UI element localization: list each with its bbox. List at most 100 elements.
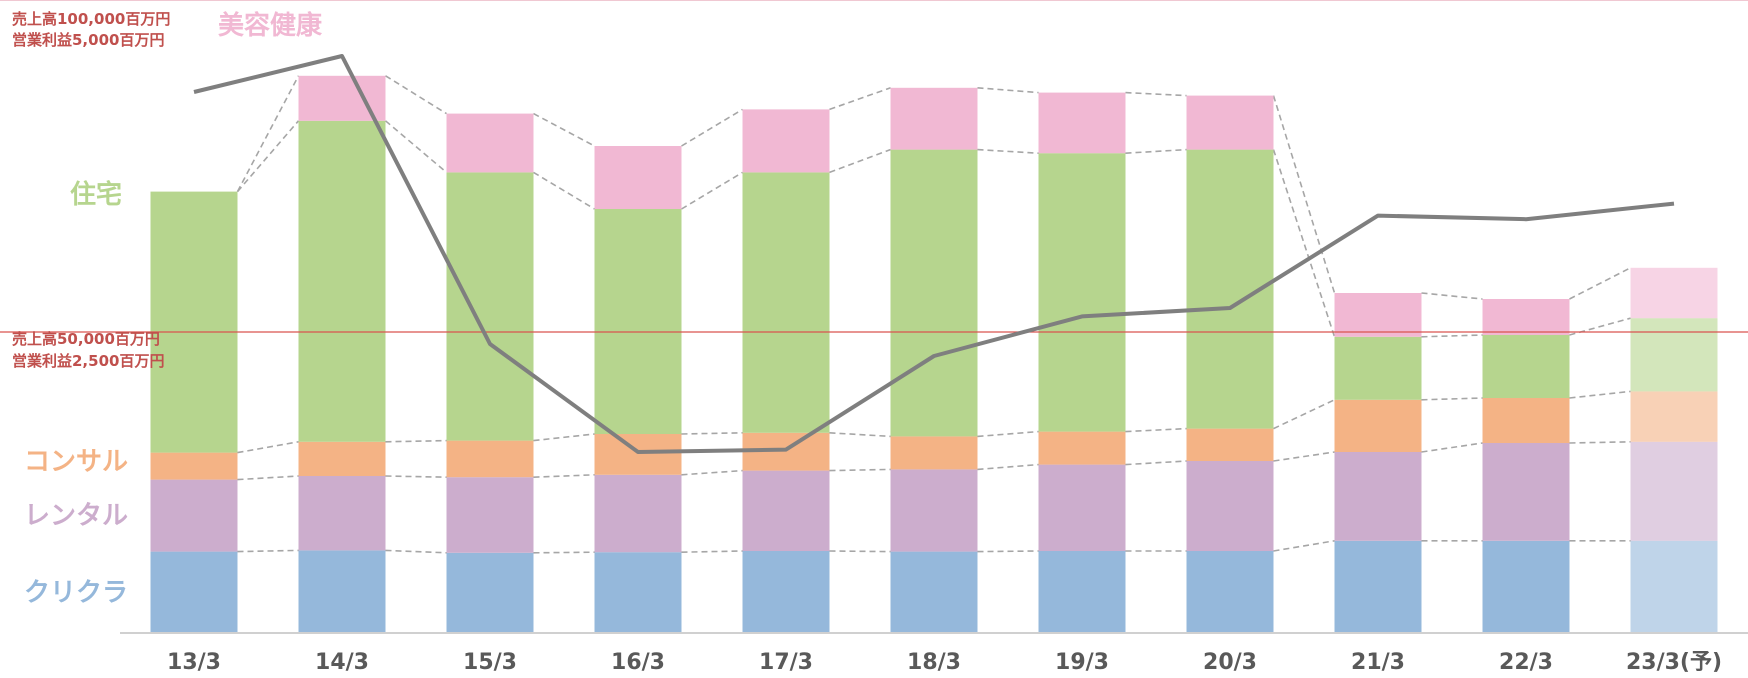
operating-profit-line xyxy=(193,54,1675,454)
bar-segment-0-9 xyxy=(1482,540,1570,632)
bar-segment-4-2 xyxy=(446,113,534,173)
bar-segment-4-9 xyxy=(1482,299,1570,335)
bar-segment-2-1 xyxy=(298,441,386,476)
connector-2-5 xyxy=(977,430,1039,438)
bar-segment-4-5 xyxy=(890,87,978,150)
bar-segment-2-2 xyxy=(446,440,534,478)
bar-stacks xyxy=(150,75,1718,632)
bar-segment-0-0 xyxy=(150,551,238,632)
connector-0-0 xyxy=(237,549,299,553)
bar-segment-1-5 xyxy=(890,469,978,552)
connector-3-7 xyxy=(1272,149,1336,338)
bar-segment-0-4 xyxy=(742,551,830,632)
x-tick-label-9: 22/3 xyxy=(1499,650,1553,675)
bar-segment-1-1 xyxy=(298,476,386,551)
segment-label-1: レンタル xyxy=(24,501,128,531)
x-tick-label-7: 20/3 xyxy=(1203,650,1257,675)
connector-0-2 xyxy=(533,551,595,554)
segment-label-4: 美容健康 xyxy=(218,10,323,41)
bar-segment-2-3 xyxy=(594,434,682,475)
x-tick-label-10: 23/3(予) xyxy=(1626,650,1722,675)
bar-segment-4-4 xyxy=(742,109,830,173)
bar-segment-0-8 xyxy=(1334,540,1422,632)
connector-1-9 xyxy=(1569,441,1631,444)
bar-segment-3-0 xyxy=(150,191,238,453)
segment-labels: クリクラ レンタル コンサル 住宅 美容健康 xyxy=(24,10,323,608)
ref-label-mid-profit: 営業利益2,500百万円 xyxy=(12,352,164,370)
x-axis-ticks: 13/3 14/3 15/3 16/3 17/3 18/3 19/3 20/3 21/3 22/3… xyxy=(167,650,1722,675)
connector-2-0 xyxy=(237,441,299,454)
connector-1-4 xyxy=(829,468,891,472)
connector-0-7 xyxy=(1273,540,1335,552)
bar-segment-1-4 xyxy=(742,470,830,551)
connector-1-0 xyxy=(237,475,299,481)
x-tick-label-4: 17/3 xyxy=(759,650,813,675)
bar-segment-1-2 xyxy=(446,477,534,553)
bar-segment-1-9 xyxy=(1482,443,1570,541)
connector-1-3 xyxy=(681,469,743,476)
connector-2-9 xyxy=(1569,390,1631,399)
bar-segment-3-3 xyxy=(594,209,682,434)
connector-4-4 xyxy=(829,87,891,111)
segment-label-3: 住宅 xyxy=(70,179,122,210)
connector-3-8 xyxy=(1421,334,1483,338)
bar-segment-2-10 xyxy=(1630,391,1718,442)
bar-segment-4-6 xyxy=(1038,92,1126,154)
connector-4-7 xyxy=(1272,95,1336,294)
bar-segment-0-6 xyxy=(1038,551,1126,632)
connector-4-8 xyxy=(1421,292,1483,300)
ref-label-mid-sales: 売上高50,000百万円 xyxy=(12,330,160,348)
connector-2-4 xyxy=(829,432,891,438)
segment-label-0: クリクラ xyxy=(24,578,128,608)
bar-segment-1-3 xyxy=(594,474,682,553)
connector-2-3 xyxy=(681,432,743,435)
connector-2-7 xyxy=(1273,399,1335,430)
bar-segment-0-7 xyxy=(1186,551,1274,632)
connector-0-5 xyxy=(977,550,1039,553)
connector-0-3 xyxy=(681,550,743,553)
connector-4-6 xyxy=(1125,91,1187,97)
connector-2-2 xyxy=(533,433,595,442)
connector-2-1 xyxy=(385,439,447,443)
bar-segment-3-5 xyxy=(890,149,978,437)
connector-1-8 xyxy=(1421,442,1483,453)
x-tick-label-2: 15/3 xyxy=(463,650,517,675)
bar-segment-2-9 xyxy=(1482,398,1570,443)
bar-segment-4-10 xyxy=(1630,267,1718,319)
bar-segment-3-9 xyxy=(1482,335,1570,398)
bar-segment-0-3 xyxy=(594,552,682,632)
bar-segment-2-8 xyxy=(1334,399,1422,452)
connector-1-1 xyxy=(385,475,447,478)
connector-1-6 xyxy=(1125,460,1187,466)
connector-3-2 xyxy=(533,171,595,210)
connector-3-3 xyxy=(681,171,743,210)
connector-1-2 xyxy=(533,474,595,478)
bar-segment-3-2 xyxy=(446,172,534,441)
bar-segment-0-2 xyxy=(446,552,534,632)
bar-segment-1-8 xyxy=(1334,452,1422,541)
bar-segment-3-10 xyxy=(1630,318,1718,392)
connector-3-0 xyxy=(236,120,300,193)
connector-0-1 xyxy=(385,549,447,554)
bar-segment-4-7 xyxy=(1186,95,1274,150)
connector-1-7 xyxy=(1273,451,1335,462)
connector-0-4 xyxy=(829,550,891,553)
bar-segment-1-6 xyxy=(1038,464,1126,551)
bar-segment-1-7 xyxy=(1186,461,1274,551)
connector-4-0 xyxy=(236,75,300,192)
connector-4-3 xyxy=(681,108,743,147)
bar-segment-3-6 xyxy=(1038,153,1126,432)
connector-3-6 xyxy=(1125,148,1187,154)
connector-lines xyxy=(236,75,1631,554)
bar-segment-1-0 xyxy=(150,479,238,552)
bar-segment-0-1 xyxy=(298,550,386,632)
ref-label-top-sales: 売上高100,000百万円 xyxy=(12,10,170,28)
bar-segment-2-6 xyxy=(1038,431,1126,465)
connector-3-4 xyxy=(829,148,891,174)
bar-segment-0-5 xyxy=(890,551,978,632)
bar-segment-2-0 xyxy=(150,452,238,480)
x-tick-label-6: 19/3 xyxy=(1055,650,1109,675)
ref-label-top-profit: 営業利益5,000百万円 xyxy=(12,31,164,49)
bar-segment-4-3 xyxy=(594,146,682,209)
